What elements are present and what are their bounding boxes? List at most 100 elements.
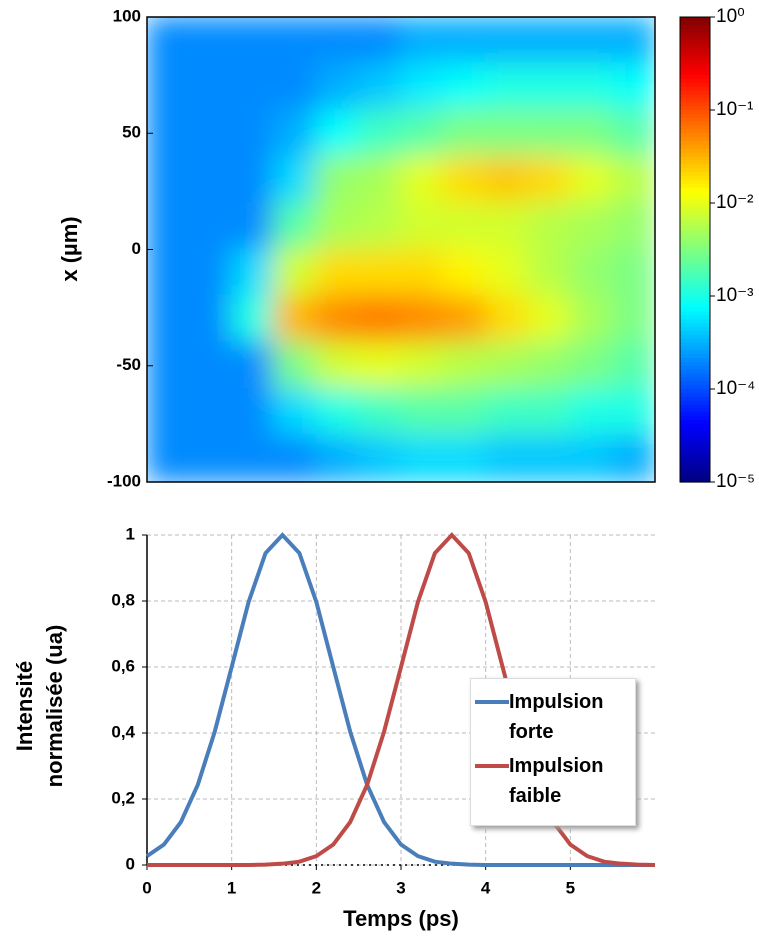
- colorbar-segment: [680, 90, 710, 96]
- colorbar-segment: [680, 55, 710, 61]
- colorbar-segment: [680, 280, 710, 285]
- heatmap: [147, 17, 655, 482]
- heatmap-cell: [527, 62, 572, 111]
- heatmap-cell: [357, 109, 402, 158]
- heatmap-cell: [315, 62, 360, 111]
- colorbar-tick-label: 10⁻⁵: [716, 471, 755, 492]
- colorbar-segment: [680, 303, 710, 309]
- colorbar-segment: [680, 129, 710, 134]
- colorbar-segment: [680, 28, 710, 34]
- heatmap-cell: [400, 109, 445, 158]
- colorbar-segment: [680, 338, 710, 344]
- heatmap-cell: [569, 248, 614, 297]
- colorbar-segment: [680, 82, 710, 88]
- heatmap-cell: [147, 341, 191, 390]
- heatmap-cell: [484, 341, 529, 390]
- heatmap-cell: [357, 341, 402, 390]
- heatmap-cell: [527, 434, 572, 482]
- colorbar-segment: [680, 230, 710, 235]
- heatmap-cell: [315, 341, 360, 390]
- heatmap-cell: [611, 62, 655, 111]
- heatmap-cell: [357, 434, 402, 482]
- heatmap-cell: [147, 248, 191, 297]
- heatmap-cell: [569, 155, 614, 204]
- colorbar-segment: [680, 121, 710, 127]
- y-tick-label: 50: [122, 123, 141, 142]
- heatmap-cell: [527, 295, 572, 344]
- colorbar-segment: [680, 48, 710, 53]
- colorbar-segment: [680, 330, 710, 336]
- colorbar-segment: [680, 241, 710, 247]
- colorbar-tick-label: 10⁻¹: [716, 99, 754, 120]
- colorbar-segment: [680, 292, 710, 297]
- heatmap-cell: [273, 109, 318, 158]
- colorbar-segment: [680, 365, 710, 371]
- heatmap-cell: [315, 248, 360, 297]
- colorbar-segment: [680, 299, 710, 305]
- colorbar-segment: [680, 466, 710, 471]
- heatmap-cell: [442, 341, 487, 390]
- colorbar-segment: [680, 427, 710, 433]
- heatmap-cell: [188, 202, 233, 251]
- heatmap-cell: [569, 17, 614, 65]
- heatmap-cell: [611, 388, 655, 437]
- heatmap-cell: [230, 62, 275, 111]
- y-tick-label: -50: [116, 355, 141, 374]
- colorbar-segment: [680, 117, 710, 123]
- heatmap-cell: [442, 388, 487, 437]
- heatmap-cell: [484, 248, 529, 297]
- x-tick-label: 5: [566, 878, 575, 897]
- colorbar-segment: [680, 412, 710, 417]
- heatmap-cell: [230, 295, 275, 344]
- colorbar-segment: [680, 210, 710, 216]
- colorbar-segment: [680, 156, 710, 161]
- colorbar-segment: [680, 377, 710, 382]
- heatmap-cell: [230, 434, 275, 482]
- heatmap-cell: [357, 295, 402, 344]
- heatmap-cell: [357, 62, 402, 111]
- colorbar-segment: [680, 276, 710, 282]
- heatmap-cell: [484, 17, 529, 65]
- heatmap-cell: [273, 248, 318, 297]
- x-tick-label: 0: [142, 878, 151, 897]
- line-series: [147, 532, 656, 867]
- heatmap-cell: [484, 62, 529, 111]
- heatmap-cell: [400, 202, 445, 251]
- colorbar-segment: [680, 86, 710, 92]
- colorbar-segment: [680, 195, 710, 200]
- heatmap-cell: [611, 341, 655, 390]
- y-tick-label: 1: [126, 524, 135, 543]
- colorbar-segment: [680, 32, 710, 37]
- colorbar-segment: [680, 113, 710, 119]
- heatmap-cell: [527, 155, 572, 204]
- legend: Impulsion forte Impulsion faible: [470, 678, 636, 826]
- colorbar-segment: [680, 400, 710, 406]
- heatmap-cell: [188, 155, 233, 204]
- y-tick-label: 0: [126, 854, 135, 873]
- colorbar-segment: [680, 408, 710, 413]
- colorbar-segment: [680, 203, 710, 208]
- heatmap-cell: [357, 17, 402, 65]
- heatmap-cell: [442, 434, 487, 482]
- colorbar-segment: [680, 296, 710, 301]
- colorbar-segment: [680, 237, 710, 243]
- heatmap-cell: [442, 248, 487, 297]
- heatmap-cell: [230, 202, 275, 251]
- colorbar-segment: [680, 342, 710, 347]
- heatmap-cell: [273, 17, 318, 65]
- heatmap-cell: [527, 17, 572, 65]
- heatmap-cell: [569, 341, 614, 390]
- colorbar-segment: [680, 183, 710, 189]
- colorbar-segment: [680, 323, 710, 328]
- colorbar-segment: [680, 206, 710, 212]
- colorbar-tick-label: 10⁰: [716, 6, 745, 27]
- heatmap-cell: [611, 295, 655, 344]
- y-axis-label: x (µm): [57, 216, 82, 282]
- heatmap-cell: [230, 109, 275, 158]
- colorbar-segment: [680, 137, 710, 142]
- colorbar-segment: [680, 358, 710, 363]
- heatmap-cell: [484, 388, 529, 437]
- colorbar-segment: [680, 63, 710, 68]
- colorbar-segment: [680, 152, 710, 158]
